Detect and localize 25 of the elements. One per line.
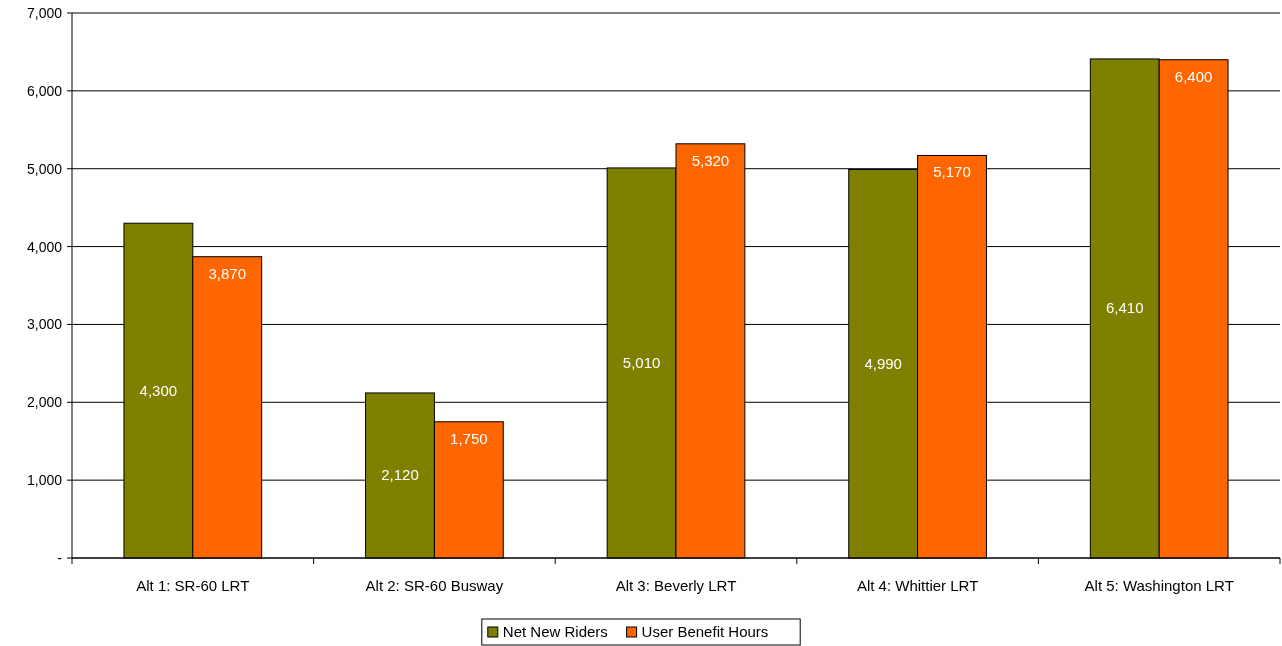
data-label: 6,400 — [1174, 67, 1213, 85]
data-label: 5,010 — [622, 353, 661, 371]
data-label: 1,750 — [450, 429, 488, 447]
y-tick-label: 3,000 — [26, 316, 63, 333]
x-tick-label: Alt 5: Washington LRT — [1084, 577, 1234, 594]
x-tick-label: Alt 2: SR-60 Busway — [365, 577, 504, 594]
data-label: 4,300 — [139, 381, 178, 399]
legend-label: User Benefit Hours — [641, 623, 769, 640]
y-tick-label: 7,000 — [26, 5, 63, 21]
data-label: 6,410 — [1106, 299, 1144, 317]
data-label: 5,320 — [691, 151, 730, 169]
data-label: 2,120 — [381, 466, 419, 484]
y-tick-label: - — [57, 550, 63, 566]
legend-label: Net New Riders — [502, 623, 608, 640]
x-tick-label: Alt 1: SR-60 LRT — [136, 577, 250, 594]
y-tick-label: 4,000 — [26, 238, 63, 255]
x-tick-label: Alt 4: Whittier LRT — [856, 577, 979, 594]
data-label: 5,170 — [933, 163, 971, 181]
data-label: 3,870 — [208, 264, 246, 282]
y-tick-label: 2,000 — [26, 394, 63, 411]
x-tick-label: Alt 3: Beverly LRT — [615, 577, 737, 594]
y-tick-label: 6,000 — [26, 82, 63, 99]
data-label: 4,990 — [864, 354, 902, 372]
y-tick-label: 1,000 — [26, 472, 63, 489]
y-tick-label: 5,000 — [26, 160, 63, 177]
